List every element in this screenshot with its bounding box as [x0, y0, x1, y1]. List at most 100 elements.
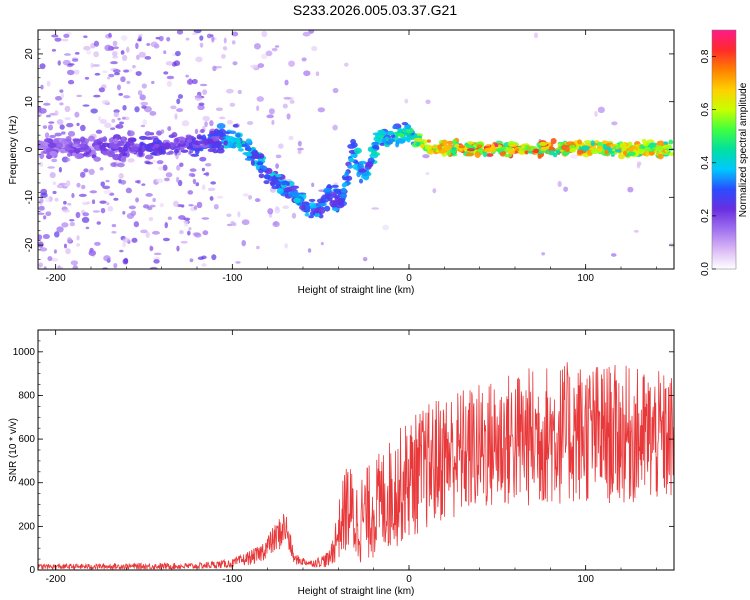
- spectrogram-speckle: [291, 212, 297, 219]
- spectrogram-ridge-point: [49, 150, 58, 157]
- spectrogram-speckle: [278, 143, 284, 149]
- spectrogram-speckle: [286, 113, 291, 120]
- spectrogram-ridge-point: [263, 180, 270, 185]
- spectrogram-speckle: [268, 108, 275, 115]
- spectrogram-speckle: [221, 53, 226, 59]
- spectrogram-ridge-point: [333, 188, 340, 193]
- spectrogram-ridge-point: [240, 143, 248, 147]
- spectrogram-speckle: [62, 209, 70, 213]
- spectrogram-speckle: [219, 116, 226, 120]
- spectrogram-speckle: [50, 258, 59, 262]
- spectrogram-ridge-point: [314, 208, 320, 214]
- spectrogram-ridge-point: [358, 168, 367, 173]
- spectrogram-speckle: [43, 215, 47, 220]
- spectrogram-speckle: [226, 213, 232, 218]
- spectrogram-ridge-point: [173, 137, 180, 145]
- spectrogram-speckle: [207, 187, 216, 192]
- spectrogram-speckle: [83, 35, 88, 39]
- snr-y-tick-label: 1000: [13, 347, 36, 358]
- spectrogram-speckle: [289, 99, 295, 104]
- spectrogram-speckle: [199, 156, 207, 162]
- spectrogram-speckle: [76, 122, 80, 127]
- spectrogram-ridge-point: [47, 142, 57, 149]
- spectrogram-speckle: [94, 241, 101, 246]
- spectrogram-ridge-point: [118, 146, 123, 153]
- spectrogram-speckle: [235, 261, 241, 264]
- spectrogram-speckle: [237, 211, 241, 218]
- spectrogram-ridge-point: [602, 143, 607, 150]
- spectrogram-x-ticks: -200 -100 0 100: [46, 30, 657, 284]
- spectrogram-ridge-point: [67, 130, 76, 137]
- spectrogram-ridge-point: [656, 140, 665, 147]
- spectrogram-speckle: [38, 205, 45, 211]
- spectrogram-speckle: [594, 110, 598, 118]
- spectrogram-ridge-point: [387, 138, 395, 143]
- spectrogram-ridge-point: [350, 138, 356, 145]
- spectrogram-ridge-point: [404, 123, 411, 130]
- spectrogram-ridge-point: [218, 128, 227, 136]
- spectrogram-ridge-point: [54, 142, 64, 149]
- spectrogram-ridge-point: [223, 140, 229, 146]
- spectrogram-ridge-point: [381, 138, 387, 144]
- spectrogram-speckle: [188, 78, 192, 85]
- spectrogram-speckle: [275, 154, 282, 159]
- spectrogram-speckle: [49, 172, 56, 179]
- spectrogram-speckle: [146, 43, 151, 46]
- spectrogram-ridge-point: [565, 141, 575, 146]
- spectrogram-speckle: [122, 105, 127, 111]
- spectrogram-speckle: [39, 161, 44, 167]
- spectrogram-ridge-point: [467, 140, 474, 145]
- spectrogram-speckle: [120, 76, 126, 83]
- spectrogram-speckle: [282, 103, 288, 109]
- spectrogram-speckle: [56, 226, 64, 233]
- spectrogram-ridge-point: [569, 148, 577, 153]
- spectrogram-ridge-point: [126, 141, 131, 148]
- spectrogram-speckle: [283, 96, 291, 100]
- spectrogram-speckle: [122, 241, 126, 248]
- spectrogram-ridge-point: [426, 139, 431, 143]
- spectrogram-speckle: [38, 262, 44, 268]
- spectrogram-y-tick-label: -10: [24, 190, 35, 205]
- spectrogram-speckle: [163, 71, 169, 75]
- spectrogram-speckle: [113, 262, 118, 269]
- spectrogram-speckle: [209, 196, 214, 201]
- spectrogram-speckle: [273, 221, 278, 226]
- spectrogram-speckle: [100, 207, 106, 214]
- spectrogram-speckle: [223, 37, 227, 44]
- spectrogram-speckle: [83, 45, 91, 51]
- spectrogram-speckle: [58, 182, 67, 186]
- spectrogram-ridge-point: [476, 144, 483, 148]
- spectrogram-ridge-point: [87, 135, 95, 142]
- spectrogram-speckle: [44, 196, 51, 203]
- spectrogram-ridge-point: [304, 212, 310, 217]
- spectrogram-speckle: [177, 94, 184, 99]
- spectrogram-ridge-point: [350, 152, 358, 158]
- spectrogram-speckle: [404, 98, 409, 104]
- spectrogram-ridge-point: [359, 178, 364, 184]
- spectrogram-speckle: [170, 105, 177, 110]
- spectrogram-ridge-point: [466, 148, 475, 152]
- spectrogram-speckle: [611, 121, 618, 126]
- spectrogram-ridge-point: [550, 138, 557, 145]
- spectrogram-speckle: [66, 122, 74, 128]
- spectrogram-speckle: [627, 186, 634, 193]
- spectrogram-speckle: [117, 117, 121, 121]
- spectrogram-ridge-point: [225, 131, 231, 135]
- snr-xlabel: Height of straight line (km): [298, 586, 415, 597]
- spectrogram-ridge-point: [168, 150, 174, 155]
- spectrogram-ridge-point: [256, 161, 264, 166]
- spectrogram-speckle: [162, 237, 170, 242]
- spectrogram-speckle: [46, 80, 51, 87]
- spectrogram-speckle: [151, 80, 155, 85]
- spectrogram-speckle: [38, 212, 45, 216]
- spectrogram-ridge-point: [348, 157, 354, 163]
- spectrogram-speckle: [61, 222, 69, 228]
- spectrogram-ridge-point: [177, 142, 186, 147]
- spectrogram-ridge-point: [465, 144, 474, 149]
- spectrogram-speckle: [90, 250, 96, 256]
- spectrogram-speckle: [82, 201, 90, 206]
- spectrogram-speckle: [74, 52, 80, 55]
- spectrogram-ridge-point: [212, 149, 219, 154]
- spectrogram-ridge-point: [474, 151, 481, 158]
- spectrogram-speckle: [178, 215, 186, 220]
